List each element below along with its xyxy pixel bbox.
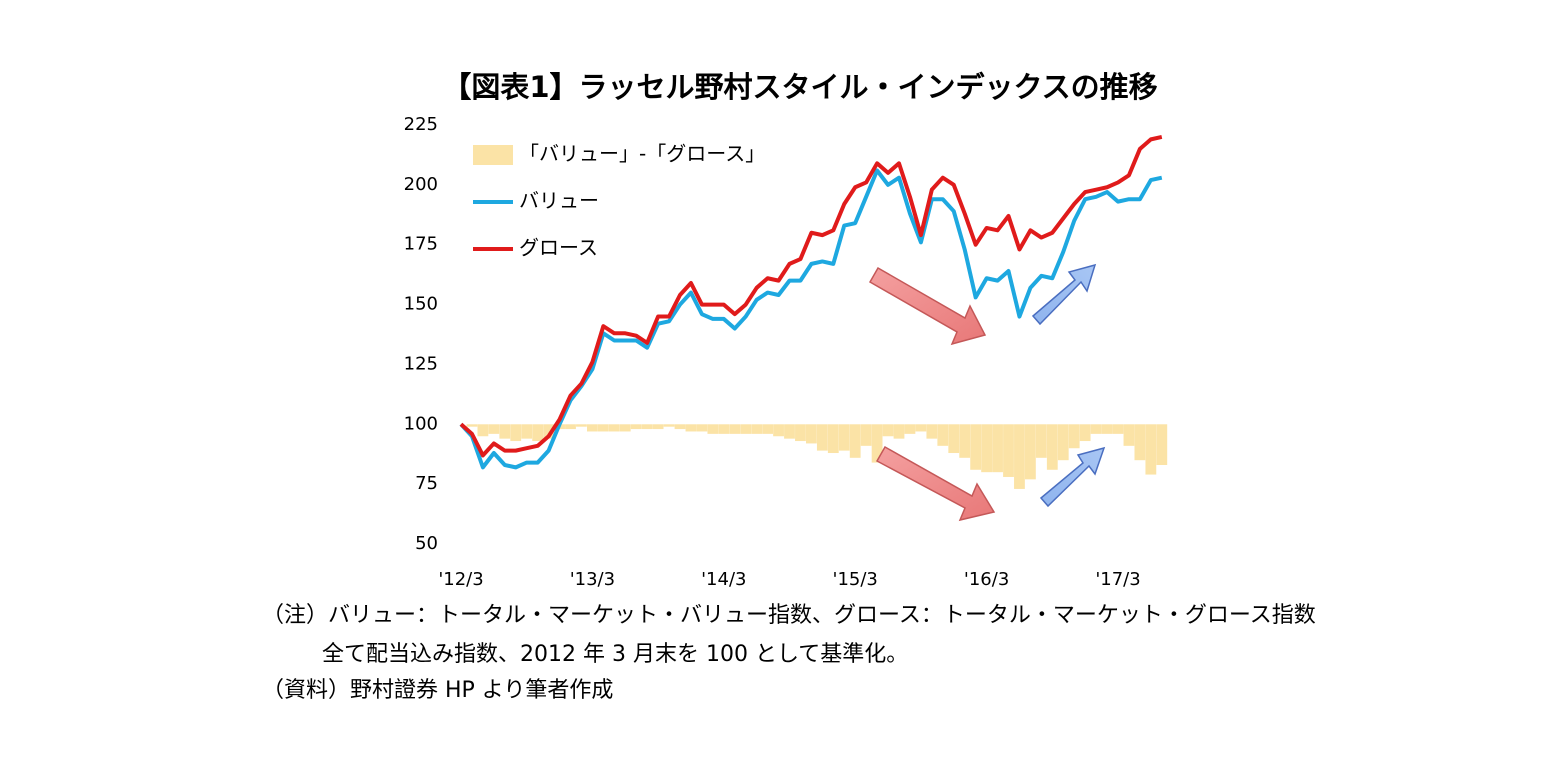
bar bbox=[915, 424, 927, 432]
bar bbox=[499, 424, 511, 439]
y-tick-label: 150 bbox=[404, 294, 438, 315]
bar bbox=[1145, 424, 1157, 475]
bar bbox=[663, 424, 675, 427]
bar bbox=[510, 424, 522, 442]
bar bbox=[565, 424, 576, 430]
x-tick-label: '15/3 bbox=[833, 569, 878, 590]
bar bbox=[1068, 424, 1080, 449]
line bbox=[459, 168, 1163, 470]
bar bbox=[1112, 424, 1124, 434]
bar bbox=[1046, 424, 1058, 470]
legend-label: バリュー bbox=[519, 189, 599, 213]
bar bbox=[587, 424, 598, 432]
bar bbox=[1003, 424, 1014, 477]
bar bbox=[948, 424, 960, 454]
bar bbox=[816, 424, 828, 451]
arrow bbox=[875, 445, 996, 522]
bar bbox=[740, 424, 752, 434]
bar bbox=[959, 424, 971, 458]
bar bbox=[696, 424, 708, 432]
bar bbox=[893, 424, 905, 439]
bar bbox=[806, 424, 817, 444]
bar bbox=[619, 424, 631, 432]
x-tick-label: '16/3 bbox=[964, 569, 1009, 590]
bar bbox=[838, 424, 850, 451]
bar bbox=[718, 424, 730, 434]
chart-title: 【図表1】ラッセル野村スタイル・インデックスの推移 bbox=[442, 70, 1157, 104]
bar bbox=[937, 424, 949, 446]
bar bbox=[926, 424, 938, 439]
bar bbox=[674, 424, 686, 430]
bar bbox=[904, 424, 916, 434]
y-tick-label: 50 bbox=[415, 533, 438, 554]
legend-label: 「バリュー」-「グロース」 bbox=[519, 142, 765, 166]
bar bbox=[685, 424, 697, 432]
y-tick-label: 125 bbox=[404, 353, 438, 374]
bar bbox=[576, 424, 587, 427]
bar bbox=[762, 424, 773, 434]
bar bbox=[641, 424, 653, 430]
bar bbox=[1101, 424, 1113, 434]
arrow bbox=[1031, 263, 1097, 326]
bar bbox=[1090, 424, 1102, 434]
bar bbox=[1123, 424, 1135, 446]
plot: 50 75 100 125 150 175 200 225 '12/3 '13/3 '14/3 '15… bbox=[404, 114, 1168, 590]
bar bbox=[1035, 424, 1047, 458]
bar bbox=[652, 424, 664, 430]
x-tick-label: '13/3 bbox=[570, 569, 615, 590]
y-tick-label: 200 bbox=[404, 174, 438, 195]
bar bbox=[992, 424, 1003, 473]
line bbox=[459, 135, 1163, 458]
note: （資料）野村證券 HP より筆者作成 bbox=[262, 678, 613, 703]
bar bbox=[773, 424, 784, 437]
note: 全て配当込み指数、2012 年 3 月末を 100 として基準化。 bbox=[322, 642, 908, 667]
arrow bbox=[1039, 446, 1106, 508]
bar bbox=[970, 424, 982, 470]
bar bbox=[488, 424, 500, 434]
bar bbox=[860, 424, 872, 446]
bar bbox=[1134, 424, 1146, 461]
bar bbox=[1025, 424, 1036, 480]
bar bbox=[981, 424, 992, 473]
bar bbox=[784, 424, 795, 439]
y-tick-label: 75 bbox=[415, 473, 438, 494]
arrow bbox=[868, 266, 987, 346]
bar bbox=[707, 424, 719, 434]
bar bbox=[1057, 424, 1069, 461]
bar bbox=[882, 424, 894, 437]
bar bbox=[795, 424, 806, 442]
x-tick-label: '17/3 bbox=[1095, 569, 1140, 590]
x-tick-label: '12/3 bbox=[438, 569, 483, 590]
bar bbox=[827, 424, 839, 454]
bar bbox=[597, 424, 609, 432]
note: （注）バリュー：トータル・マーケット・バリュー指数、グロース：トータル・マーケッ… bbox=[262, 603, 1316, 628]
legend-swatch bbox=[473, 145, 513, 165]
bar bbox=[608, 424, 620, 432]
bar bbox=[1014, 424, 1025, 489]
bar bbox=[630, 424, 642, 430]
bar bbox=[849, 424, 861, 458]
bar bbox=[477, 424, 489, 437]
legend-label: グロース bbox=[519, 236, 598, 260]
bar bbox=[532, 424, 544, 442]
y-tick-label: 100 bbox=[404, 413, 438, 434]
bar bbox=[521, 424, 533, 439]
x-tick-label: '14/3 bbox=[701, 569, 746, 590]
bar bbox=[543, 424, 554, 439]
bar bbox=[751, 424, 763, 434]
bar bbox=[1156, 424, 1168, 465]
bar bbox=[466, 424, 478, 427]
bar bbox=[871, 424, 883, 463]
y-tick-label: 175 bbox=[404, 234, 438, 255]
bar bbox=[729, 424, 741, 434]
y-tick-label: 225 bbox=[404, 114, 438, 135]
bar bbox=[1079, 424, 1091, 442]
